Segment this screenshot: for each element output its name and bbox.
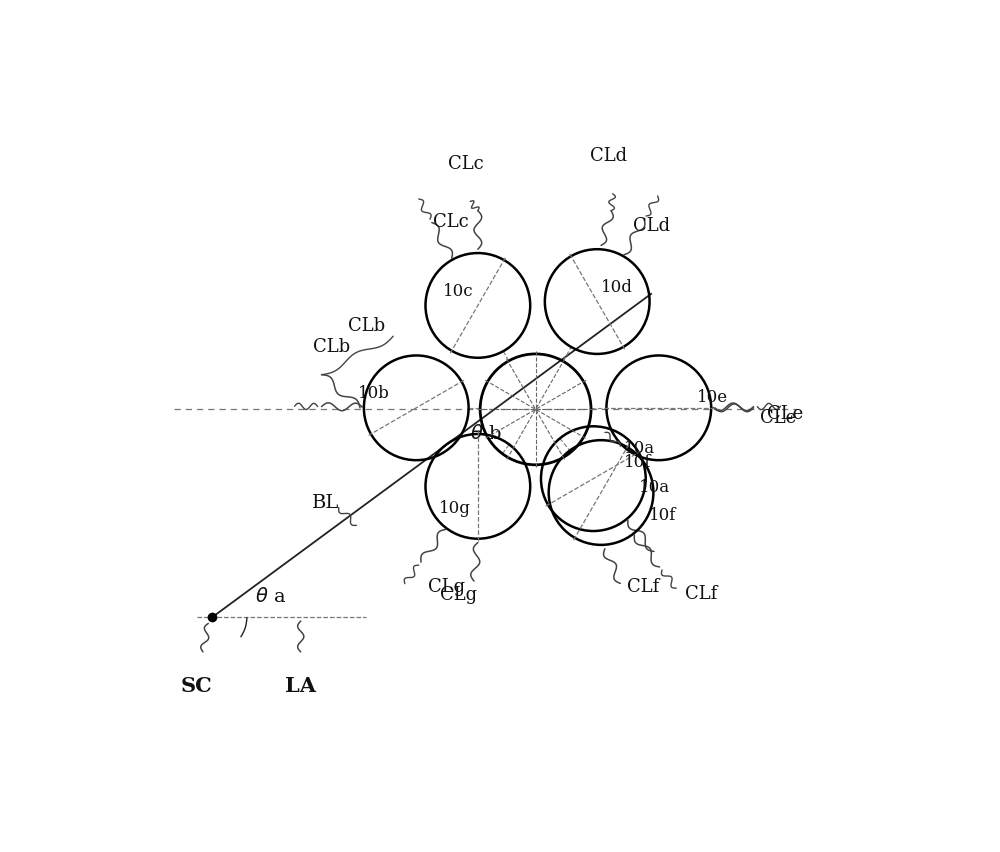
Text: CLb: CLb [313, 338, 350, 356]
Text: SC: SC [181, 676, 213, 695]
Text: CLe: CLe [767, 405, 803, 423]
Text: CLb: CLb [348, 316, 385, 334]
Text: 10a: 10a [639, 478, 671, 495]
Text: $\theta$ a: $\theta$ a [255, 586, 286, 606]
Text: CLc: CLc [448, 155, 484, 173]
Text: CLe: CLe [760, 409, 796, 427]
Text: LA: LA [285, 676, 316, 695]
Text: 10f: 10f [624, 453, 652, 470]
Text: 10c: 10c [443, 282, 474, 299]
Text: 10f: 10f [649, 506, 676, 523]
Text: BL: BL [312, 493, 339, 511]
Text: CLc: CLc [433, 212, 469, 230]
Text: CLd: CLd [633, 216, 670, 234]
Text: CLg: CLg [428, 578, 466, 596]
Text: 10g: 10g [439, 500, 471, 517]
Text: CLf: CLf [685, 584, 717, 602]
Text: CLg: CLg [440, 585, 477, 603]
Text: $\theta$ b: $\theta$ b [470, 423, 502, 442]
Text: 10e: 10e [697, 389, 728, 406]
Text: 10d: 10d [601, 279, 632, 296]
Text: CLf: CLf [627, 578, 660, 596]
Text: CLd: CLd [590, 147, 627, 165]
Text: 10b: 10b [358, 384, 390, 401]
Text: 10a: 10a [624, 440, 655, 457]
